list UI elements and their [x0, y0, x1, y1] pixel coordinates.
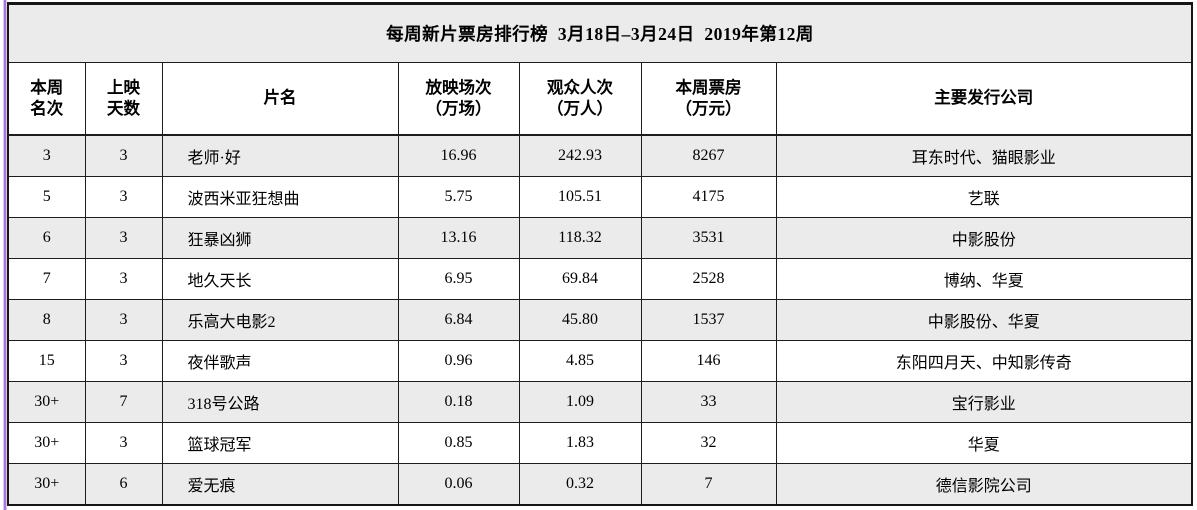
table-row: 30+ 7 318号公路 0.18 1.09 33 宝行影业 [7, 381, 1193, 423]
cell-screenings: 0.18 [397, 381, 520, 423]
cell-box-office: 7 [640, 463, 777, 506]
cell-film-title: 318号公路 [161, 381, 399, 423]
column-header-rank: 本周 名次 [7, 62, 86, 136]
table-row: 30+ 3 篮球冠军 0.85 1.83 32 华夏 [7, 422, 1193, 464]
table-row: 8 3 乐高大电影2 6.84 45.80 1537 中影股份、华夏 [7, 299, 1193, 341]
cell-box-office: 32 [640, 422, 777, 464]
cell-box-office: 146 [640, 340, 777, 382]
cell-film-title: 篮球冠军 [161, 422, 399, 464]
cell-admissions: 1.83 [518, 422, 642, 464]
cell-rank: 30+ [7, 381, 86, 423]
cell-admissions: 45.80 [518, 299, 642, 341]
cell-distributors: 中影股份、华夏 [775, 299, 1193, 341]
page-margin-rule [4, 0, 6, 510]
cell-rank: 30+ [7, 422, 86, 464]
cell-days: 3 [84, 176, 163, 218]
cell-box-office: 1537 [640, 299, 777, 341]
cell-box-office: 8267 [640, 134, 777, 177]
cell-film-title: 夜伴歌声 [161, 340, 399, 382]
cell-film-title: 爱无痕 [161, 463, 399, 506]
column-header-days: 上映 天数 [84, 62, 163, 136]
cell-days: 3 [84, 422, 163, 464]
cell-admissions: 0.32 [518, 463, 642, 506]
cell-distributors: 博纳、华夏 [775, 258, 1193, 300]
cell-days: 6 [84, 463, 163, 506]
cell-screenings: 13.16 [397, 217, 520, 259]
cell-film-title: 波西米亚狂想曲 [161, 176, 399, 218]
table-title-row: 每周新片票房排行榜 3月18日–3月24日 2019年第12周 [7, 3, 1193, 63]
weekly-box-office-table: 每周新片票房排行榜 3月18日–3月24日 2019年第12周 本周 名次 上映… [7, 2, 1194, 506]
column-header-film: 片名 [161, 62, 399, 136]
cell-screenings: 6.95 [397, 258, 520, 300]
cell-screenings: 16.96 [397, 134, 520, 177]
cell-screenings: 0.06 [397, 463, 520, 506]
cell-distributors: 华夏 [775, 422, 1193, 464]
cell-box-office: 33 [640, 381, 777, 423]
cell-days: 3 [84, 217, 163, 259]
table-row: 30+ 6 爱无痕 0.06 0.32 7 德信影院公司 [7, 463, 1193, 506]
cell-days: 3 [84, 340, 163, 382]
table-row: 3 3 老师·好 16.96 242.93 8267 耳东时代、猫眼影业 [7, 134, 1193, 177]
cell-distributors: 德信影院公司 [775, 463, 1193, 506]
cell-box-office: 4175 [640, 176, 777, 218]
table-row: 7 3 地久天长 6.95 69.84 2528 博纳、华夏 [7, 258, 1193, 300]
cell-screenings: 5.75 [397, 176, 520, 218]
table-row: 6 3 狂暴凶狮 13.16 118.32 3531 中影股份 [7, 217, 1193, 259]
cell-days: 3 [84, 299, 163, 341]
cell-screenings: 0.96 [397, 340, 520, 382]
cell-distributors: 耳东时代、猫眼影业 [775, 134, 1193, 177]
cell-distributors: 中影股份 [775, 217, 1193, 259]
cell-rank: 15 [7, 340, 86, 382]
cell-rank: 6 [7, 217, 86, 259]
cell-admissions: 105.51 [518, 176, 642, 218]
cell-admissions: 4.85 [518, 340, 642, 382]
cell-distributors: 艺联 [775, 176, 1193, 218]
cell-rank: 5 [7, 176, 86, 218]
cell-rank: 30+ [7, 463, 86, 506]
table-row: 15 3 夜伴歌声 0.96 4.85 146 东阳四月天、中知影传奇 [7, 340, 1193, 382]
cell-film-title: 地久天长 [161, 258, 399, 300]
table-header-row: 本周 名次 上映 天数 片名 放映场次 （万场） 观众人次 （万人） 本周票房 … [7, 62, 1193, 136]
table-row: 5 3 波西米亚狂想曲 5.75 105.51 4175 艺联 [7, 176, 1193, 218]
table-title: 每周新片票房排行榜 3月18日–3月24日 2019年第12周 [7, 3, 1193, 63]
cell-rank: 7 [7, 258, 86, 300]
cell-admissions: 242.93 [518, 134, 642, 177]
column-header-admissions: 观众人次 （万人） [518, 62, 642, 136]
cell-film-title: 狂暴凶狮 [161, 217, 399, 259]
cell-distributors: 宝行影业 [775, 381, 1193, 423]
cell-rank: 8 [7, 299, 86, 341]
cell-film-title: 老师·好 [161, 134, 399, 177]
cell-days: 7 [84, 381, 163, 423]
cell-screenings: 6.84 [397, 299, 520, 341]
cell-screenings: 0.85 [397, 422, 520, 464]
cell-rank: 3 [7, 134, 86, 177]
column-header-screenings: 放映场次 （万场） [397, 62, 520, 136]
cell-admissions: 69.84 [518, 258, 642, 300]
cell-days: 3 [84, 258, 163, 300]
cell-admissions: 1.09 [518, 381, 642, 423]
column-header-distributors: 主要发行公司 [775, 62, 1193, 136]
cell-film-title: 乐高大电影2 [161, 299, 399, 341]
cell-days: 3 [84, 134, 163, 177]
cell-admissions: 118.32 [518, 217, 642, 259]
column-header-box-office: 本周票房 （万元） [640, 62, 777, 136]
cell-distributors: 东阳四月天、中知影传奇 [775, 340, 1193, 382]
cell-box-office: 3531 [640, 217, 777, 259]
cell-box-office: 2528 [640, 258, 777, 300]
